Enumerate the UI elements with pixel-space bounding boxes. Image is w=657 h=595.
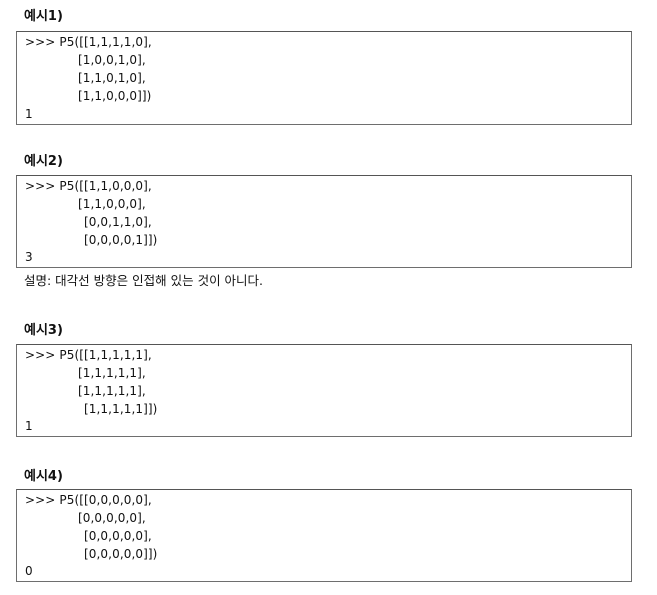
code-line: [1,1,1,1,1], — [78, 384, 146, 398]
code-result: 1 — [25, 419, 33, 433]
code-line: [0,0,0,0,1]]) — [84, 233, 158, 247]
example-2-heading: 예시2) — [24, 154, 63, 169]
example-4-heading: 예시4) — [24, 469, 63, 484]
code-result: 0 — [25, 564, 33, 578]
code-line: [0,0,1,1,0], — [84, 215, 152, 229]
code-line: [0,0,0,0,0]]) — [84, 547, 158, 561]
example-3-code-box: >>> P5([[1,1,1,1,1], [1,1,1,1,1], [1,1,1… — [16, 344, 632, 437]
code-line: [1,1,1,1,1]]) — [84, 402, 158, 416]
code-line: >>> P5([[0,0,0,0,0], — [25, 493, 152, 507]
example-4-code-box: >>> P5([[0,0,0,0,0], [0,0,0,0,0], [0,0,0… — [16, 489, 632, 582]
code-line: [1,0,0,1,0], — [78, 53, 146, 67]
code-line: [0,0,0,0,0], — [84, 529, 152, 543]
code-result: 3 — [25, 250, 33, 264]
code-line: >>> P5([[1,1,0,0,0], — [25, 179, 152, 193]
code-line: [0,0,0,0,0], — [78, 511, 146, 525]
example-3-heading: 예시3) — [24, 323, 63, 338]
example-2-code-box: >>> P5([[1,1,0,0,0], [1,1,0,0,0], [0,0,1… — [16, 175, 632, 268]
code-line: >>> P5([[1,1,1,1,0], — [25, 35, 152, 49]
code-result: 1 — [25, 107, 33, 121]
code-line: [1,1,0,1,0], — [78, 71, 146, 85]
example-1-code-box: >>> P5([[1,1,1,1,0], [1,0,0,1,0], [1,1,0… — [16, 31, 632, 125]
example-2-note: 설명: 대각선 방향은 인접해 있는 것이 아니다. — [24, 273, 264, 288]
code-line: [1,1,0,0,0]]) — [78, 89, 152, 103]
code-line: [1,1,1,1,1], — [78, 366, 146, 380]
example-1-heading: 예시1) — [24, 9, 63, 24]
code-line: >>> P5([[1,1,1,1,1], — [25, 348, 152, 362]
code-line: [1,1,0,0,0], — [78, 197, 146, 211]
